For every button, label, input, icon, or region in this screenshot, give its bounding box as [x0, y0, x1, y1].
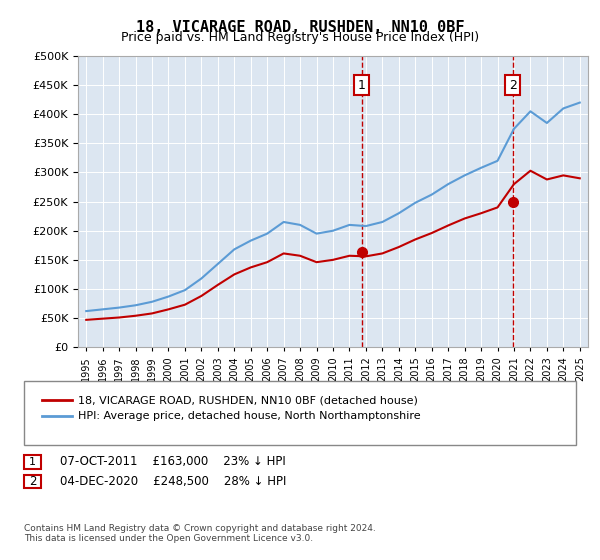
Text: 18, VICARAGE ROAD, RUSHDEN, NN10 0BF: 18, VICARAGE ROAD, RUSHDEN, NN10 0BF	[136, 20, 464, 35]
Text: 18, VICARAGE ROAD, RUSHDEN, NN10 0BF (detached house): 18, VICARAGE ROAD, RUSHDEN, NN10 0BF (de…	[78, 395, 418, 405]
Text: 1: 1	[358, 78, 366, 92]
Text: 07-OCT-2011    £163,000    23% ↓ HPI: 07-OCT-2011 £163,000 23% ↓ HPI	[60, 455, 286, 469]
Text: 2: 2	[509, 78, 517, 92]
Text: 04-DEC-2020    £248,500    28% ↓ HPI: 04-DEC-2020 £248,500 28% ↓ HPI	[60, 475, 286, 488]
Text: 2: 2	[29, 475, 36, 488]
Text: HPI: Average price, detached house, North Northamptonshire: HPI: Average price, detached house, Nort…	[78, 410, 421, 421]
Text: 1: 1	[29, 457, 36, 467]
Text: Price paid vs. HM Land Registry's House Price Index (HPI): Price paid vs. HM Land Registry's House …	[121, 31, 479, 44]
Text: Contains HM Land Registry data © Crown copyright and database right 2024.
This d: Contains HM Land Registry data © Crown c…	[24, 524, 376, 543]
